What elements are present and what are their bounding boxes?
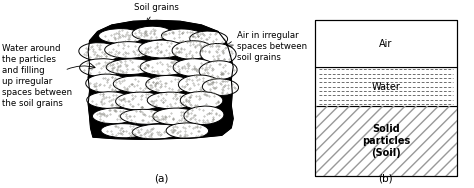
Ellipse shape: [92, 108, 136, 124]
Ellipse shape: [172, 41, 212, 59]
Ellipse shape: [120, 109, 169, 124]
Text: Air in irregular
spaces between
soil grains: Air in irregular spaces between soil gra…: [237, 31, 307, 62]
Ellipse shape: [87, 92, 132, 108]
Ellipse shape: [106, 59, 155, 74]
Ellipse shape: [132, 26, 172, 40]
Ellipse shape: [147, 92, 194, 109]
Ellipse shape: [80, 59, 125, 77]
Ellipse shape: [178, 75, 220, 94]
Bar: [315, 20, 457, 67]
Ellipse shape: [173, 59, 216, 77]
Bar: [315, 106, 457, 176]
Ellipse shape: [132, 124, 181, 139]
Bar: [315, 67, 457, 106]
Ellipse shape: [101, 124, 146, 138]
Ellipse shape: [153, 108, 198, 125]
Ellipse shape: [180, 92, 223, 109]
Ellipse shape: [199, 61, 237, 80]
Ellipse shape: [146, 75, 191, 93]
Ellipse shape: [202, 79, 238, 96]
Ellipse shape: [184, 106, 224, 124]
Ellipse shape: [139, 40, 184, 58]
Ellipse shape: [105, 42, 152, 58]
Polygon shape: [88, 20, 233, 139]
Ellipse shape: [166, 123, 209, 139]
Bar: [315, 106, 457, 176]
Text: Soil grains: Soil grains: [134, 3, 179, 22]
Text: Air: Air: [379, 39, 392, 49]
Ellipse shape: [86, 74, 128, 93]
Ellipse shape: [99, 29, 144, 43]
Ellipse shape: [162, 29, 204, 43]
Ellipse shape: [113, 76, 162, 93]
Text: Water around
the particles
and filling
up irregular
spaces between
the soil grai: Water around the particles and filling u…: [1, 44, 72, 108]
Bar: [315, 20, 457, 176]
Text: (b): (b): [379, 174, 393, 184]
Ellipse shape: [116, 92, 164, 110]
Text: Solid
particles
(Soil): Solid particles (Soil): [362, 124, 410, 158]
Text: Water: Water: [372, 82, 401, 92]
Ellipse shape: [79, 43, 121, 61]
Text: (a): (a): [154, 174, 169, 184]
Ellipse shape: [140, 59, 187, 75]
Ellipse shape: [200, 43, 236, 64]
Ellipse shape: [190, 31, 228, 47]
